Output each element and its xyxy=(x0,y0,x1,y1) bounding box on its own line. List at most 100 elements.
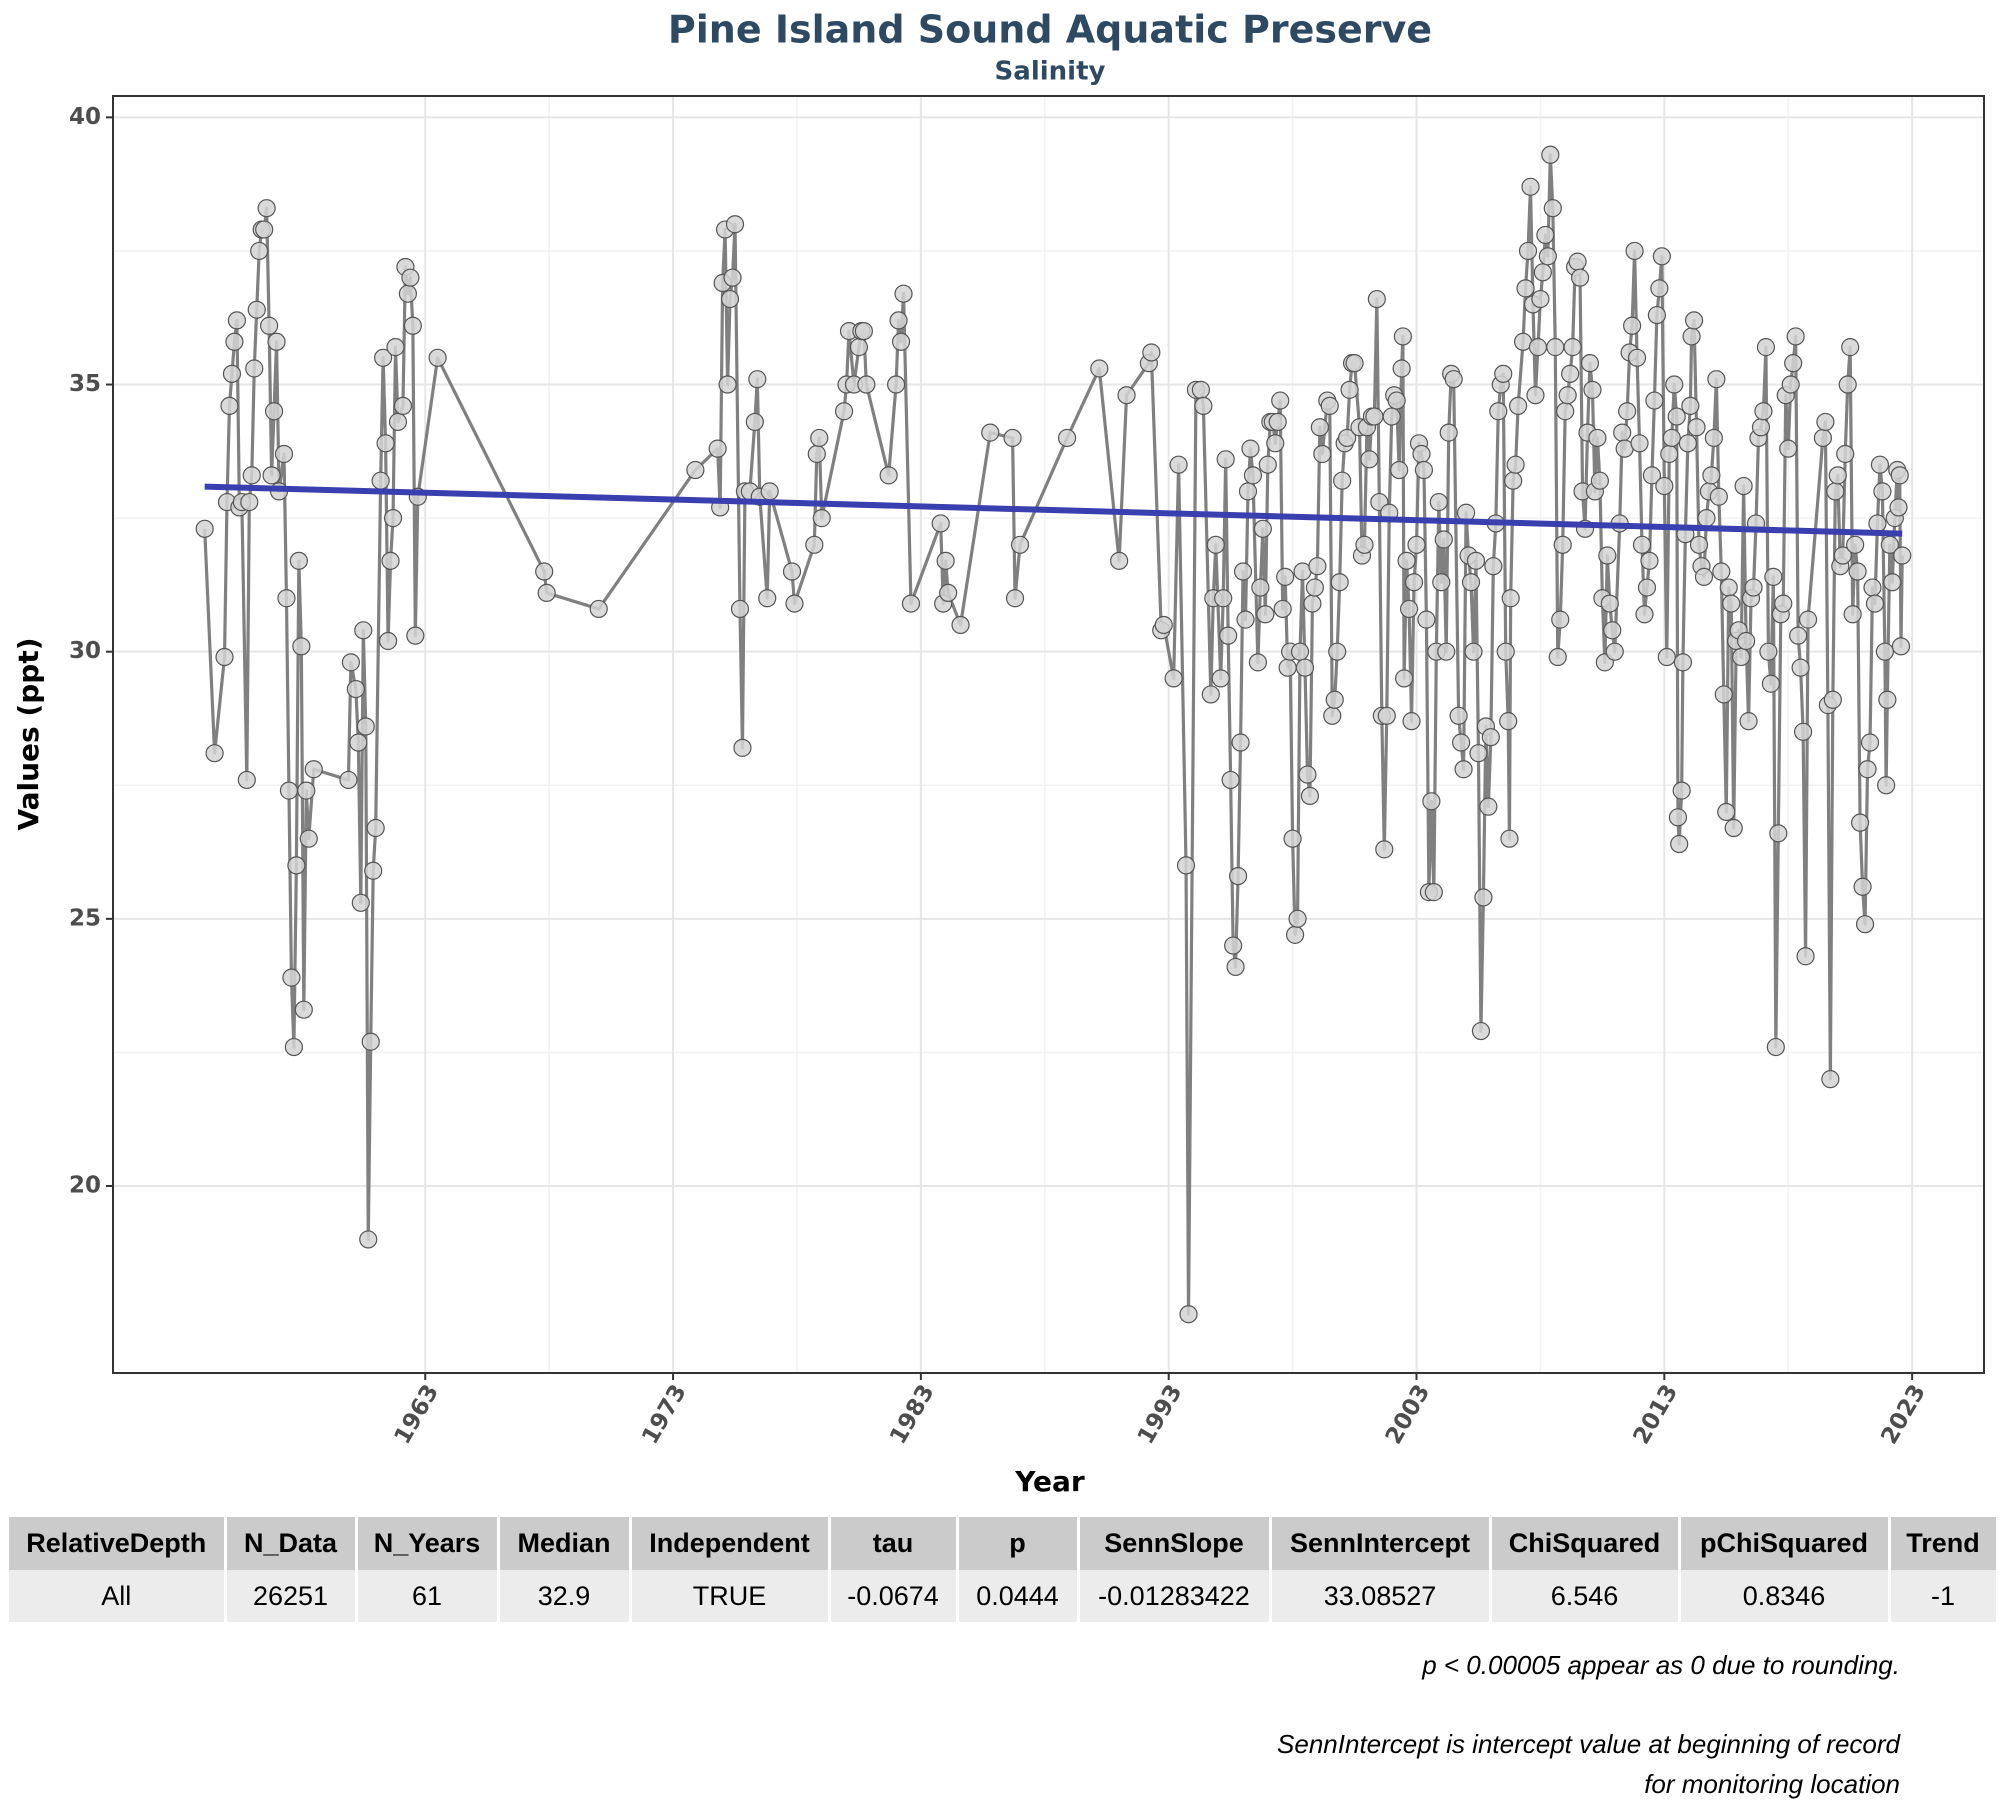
data-point xyxy=(237,770,256,790)
data-point xyxy=(894,284,913,303)
data-point xyxy=(255,220,274,239)
data-point xyxy=(1308,557,1327,576)
data-point xyxy=(810,428,829,448)
data-point xyxy=(361,1032,380,1051)
data-point xyxy=(1253,519,1272,538)
table-cell: 0.8346 xyxy=(1679,1570,1891,1622)
data-point xyxy=(1489,402,1508,421)
data-point xyxy=(1657,647,1676,667)
data-point xyxy=(297,781,316,800)
data-point xyxy=(1667,407,1686,426)
data-point xyxy=(879,466,898,485)
data-point xyxy=(1266,434,1285,453)
data-point xyxy=(1422,792,1441,811)
data-point xyxy=(1241,439,1260,458)
data-point xyxy=(1655,476,1674,496)
data-point xyxy=(205,744,224,763)
data-point xyxy=(220,396,239,415)
data-point xyxy=(1219,626,1238,645)
data-point xyxy=(1694,567,1714,586)
table-cell: 61 xyxy=(356,1570,500,1622)
data-point xyxy=(1531,289,1550,309)
data-point xyxy=(1798,610,1818,629)
table-cell: -0.01283422 xyxy=(1078,1570,1272,1622)
data-point xyxy=(1300,786,1320,806)
data-point xyxy=(1860,733,1880,752)
data-point xyxy=(1568,252,1587,271)
data-point xyxy=(1518,241,1538,261)
data-point xyxy=(1668,808,1688,827)
data-point xyxy=(723,268,742,287)
data-point xyxy=(1110,551,1129,570)
data-point xyxy=(1214,589,1233,608)
data-point xyxy=(1469,744,1488,763)
data-point xyxy=(785,594,804,613)
chart: 20 25 30 35 40 1963 1973 1983 1993 2003 2013 2023 P… xyxy=(12,8,1985,1498)
data-point xyxy=(289,551,308,570)
data-point xyxy=(1704,428,1723,448)
data-point xyxy=(287,856,306,875)
data-point xyxy=(1283,829,1302,848)
data-point xyxy=(1789,626,1808,645)
data-point xyxy=(1625,241,1644,261)
data-point xyxy=(371,471,390,490)
table-cell: 26251 xyxy=(225,1570,358,1622)
data-point xyxy=(1722,594,1741,613)
data-point xyxy=(1875,642,1894,661)
data-point xyxy=(1509,396,1528,415)
data-point xyxy=(1719,578,1738,597)
data-point xyxy=(264,402,284,421)
data-point xyxy=(805,535,824,554)
data-point xyxy=(1833,546,1852,565)
data-point xyxy=(1880,535,1899,554)
data-point xyxy=(1504,471,1523,490)
data-point xyxy=(1600,594,1619,613)
data-point xyxy=(240,492,259,512)
data-point xyxy=(1276,567,1295,586)
data-point xyxy=(1367,289,1386,309)
data-point xyxy=(1228,866,1248,886)
data-point xyxy=(1278,658,1297,677)
data-point xyxy=(1714,685,1733,704)
data-point xyxy=(292,637,311,656)
data-point xyxy=(1846,535,1865,554)
column-header: tau xyxy=(829,1517,959,1570)
data-point xyxy=(1583,380,1602,399)
data-point xyxy=(1791,658,1810,677)
data-point xyxy=(1865,594,1885,613)
data-point xyxy=(1333,471,1352,490)
data-point xyxy=(1500,829,1519,848)
data-point xyxy=(1868,514,1887,533)
chart-title: Pine Island Sound Aquatic Preserve xyxy=(668,8,1432,52)
data-point xyxy=(1739,712,1758,731)
data-point xyxy=(1538,247,1557,266)
data-point xyxy=(1766,1037,1785,1057)
data-point xyxy=(1471,1021,1491,1041)
data-point xyxy=(1330,573,1349,592)
data-point xyxy=(1285,925,1305,944)
data-point xyxy=(1605,642,1624,661)
data-point xyxy=(1496,642,1515,661)
data-point xyxy=(376,434,395,453)
data-point xyxy=(758,589,777,608)
data-point xyxy=(901,594,921,613)
data-point xyxy=(1682,327,1701,346)
data-point xyxy=(195,519,214,538)
data-point xyxy=(1623,316,1642,335)
data-point xyxy=(282,968,301,987)
data-point xyxy=(1645,391,1664,410)
x-tick-label: 2023 xyxy=(1876,1380,1931,1448)
data-point xyxy=(1774,594,1793,613)
data-point xyxy=(260,316,279,335)
data-point xyxy=(1632,535,1652,554)
column-header: Median xyxy=(498,1517,632,1570)
plot xyxy=(195,145,1912,1324)
data-point xyxy=(1546,338,1565,357)
data-point xyxy=(1479,797,1498,816)
data-point xyxy=(1890,466,1909,485)
data-point xyxy=(1340,380,1359,399)
data-point xyxy=(1670,834,1689,854)
data-point xyxy=(1796,947,1815,966)
chart-subtitle: Salinity xyxy=(995,57,1106,87)
